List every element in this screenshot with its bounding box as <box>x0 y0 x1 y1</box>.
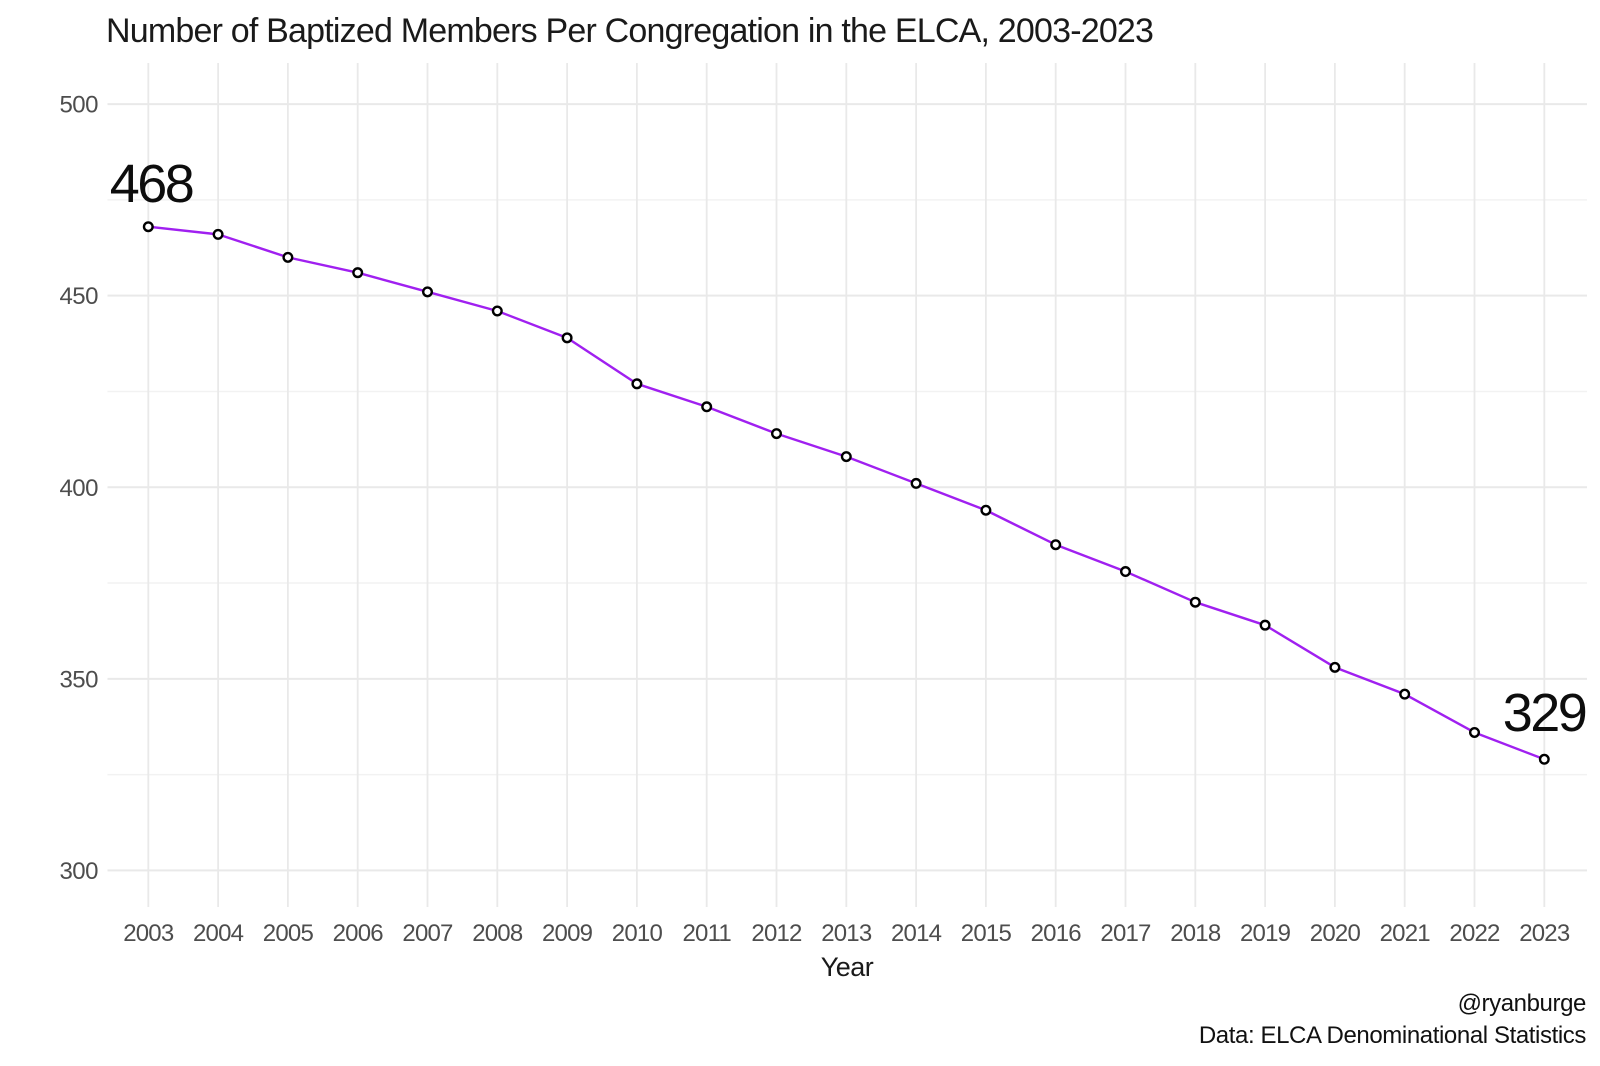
data-point-2015 <box>980 504 992 516</box>
x-tick-label: 2013 <box>821 920 872 947</box>
x-tick-label: 2023 <box>1519 920 1570 947</box>
x-tick-label: 2014 <box>891 920 942 947</box>
data-point-2004 <box>212 228 224 240</box>
x-tick-label: 2020 <box>1310 920 1361 947</box>
x-tick-label: 2007 <box>402 920 453 947</box>
data-point-2011 <box>701 401 713 413</box>
x-tick-label: 2003 <box>123 920 174 947</box>
data-point-2003 <box>142 221 154 233</box>
data-point-2007 <box>422 286 434 298</box>
chart-title: Number of Baptized Members Per Congregat… <box>106 12 1154 50</box>
x-tick-label: 2011 <box>682 920 731 947</box>
first-point-value-label: 468 <box>109 154 195 214</box>
data-point-2012 <box>771 428 783 440</box>
y-tick-label: 500 <box>59 92 98 119</box>
author-handle: @ryanburge <box>1457 990 1587 1017</box>
data-point-2021 <box>1399 688 1411 700</box>
data-point-2013 <box>840 451 852 463</box>
data-point-2010 <box>631 378 643 390</box>
x-tick-label: 2021 <box>1380 920 1431 947</box>
data-point-2014 <box>910 477 922 489</box>
x-tick-label: 2006 <box>333 920 384 947</box>
x-tick-label: 2019 <box>1240 920 1291 947</box>
data-point-2009 <box>561 332 573 344</box>
data-point-2016 <box>1050 539 1062 551</box>
x-tick-label: 2005 <box>263 920 314 947</box>
data-point-2006 <box>352 267 364 279</box>
y-tick-label: 350 <box>59 666 98 693</box>
x-tick-label: 2017 <box>1100 920 1151 947</box>
x-tick-label: 2018 <box>1170 920 1221 947</box>
x-tick-label: 2016 <box>1031 920 1082 947</box>
data-point-2022 <box>1468 726 1480 738</box>
attribution-block: @ryanburge Data: ELCA Denominational Sta… <box>1198 988 1587 1052</box>
data-point-2017 <box>1119 566 1131 578</box>
y-tick-label: 300 <box>59 858 98 885</box>
data-point-2020 <box>1329 661 1341 673</box>
data-point-2018 <box>1189 596 1201 608</box>
x-tick-label: 2015 <box>961 920 1012 947</box>
x-tick-label: 2010 <box>612 920 663 947</box>
y-tick-label: 450 <box>59 283 98 310</box>
x-axis-title: Year <box>820 952 874 982</box>
last-point-value-label: 329 <box>1502 683 1588 743</box>
data-point-2023 <box>1538 753 1550 765</box>
y-tick-label: 400 <box>59 475 98 502</box>
x-tick-label: 2008 <box>472 920 523 947</box>
x-tick-label: 2004 <box>193 920 244 947</box>
x-tick-label: 2022 <box>1449 920 1500 947</box>
data-point-2005 <box>282 251 294 263</box>
x-tick-label: 2012 <box>751 920 802 947</box>
data-point-2019 <box>1259 619 1271 631</box>
data-source: Data: ELCA Denominational Statistics <box>1198 1022 1587 1049</box>
x-tick-label: 2009 <box>542 920 593 947</box>
data-point-2008 <box>491 305 503 317</box>
